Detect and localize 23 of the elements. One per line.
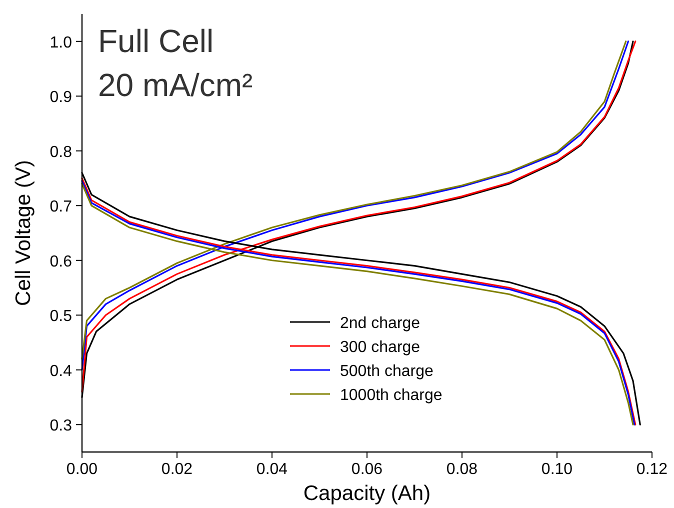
y-tick-label: 0.8: [50, 144, 72, 161]
x-tick-label: 0.04: [256, 461, 288, 478]
y-tick-label: 0.6: [50, 253, 72, 270]
legend-label: 1000th charge: [340, 387, 442, 404]
x-tick-label: 0.08: [446, 461, 478, 478]
x-tick-label: 0.00: [66, 461, 98, 478]
annotation: 20 mA/cm²: [98, 67, 254, 103]
x-tick-label: 0.12: [636, 461, 668, 478]
x-axis-title: Capacity (Ah): [303, 482, 431, 505]
annotation: Full Cell: [98, 23, 214, 59]
x-tick-label: 0.10: [541, 461, 573, 478]
legend-label: 2nd charge: [340, 315, 420, 332]
y-tick-label: 0.7: [50, 198, 72, 216]
x-tick-label: 0.02: [161, 461, 193, 478]
y-tick-label: 0.3: [50, 418, 72, 435]
y-tick-label: 0.5: [50, 308, 72, 326]
y-tick-label: 0.9: [50, 89, 72, 106]
y-tick-label: 0.4: [50, 362, 72, 380]
x-tick-label: 0.06: [351, 461, 383, 478]
legend-label: 500th charge: [340, 363, 434, 380]
legend-label: 300 charge: [340, 339, 420, 356]
y-tick-label: 1.0: [50, 34, 72, 52]
y-axis-title: Cell Voltage (V): [12, 160, 35, 306]
